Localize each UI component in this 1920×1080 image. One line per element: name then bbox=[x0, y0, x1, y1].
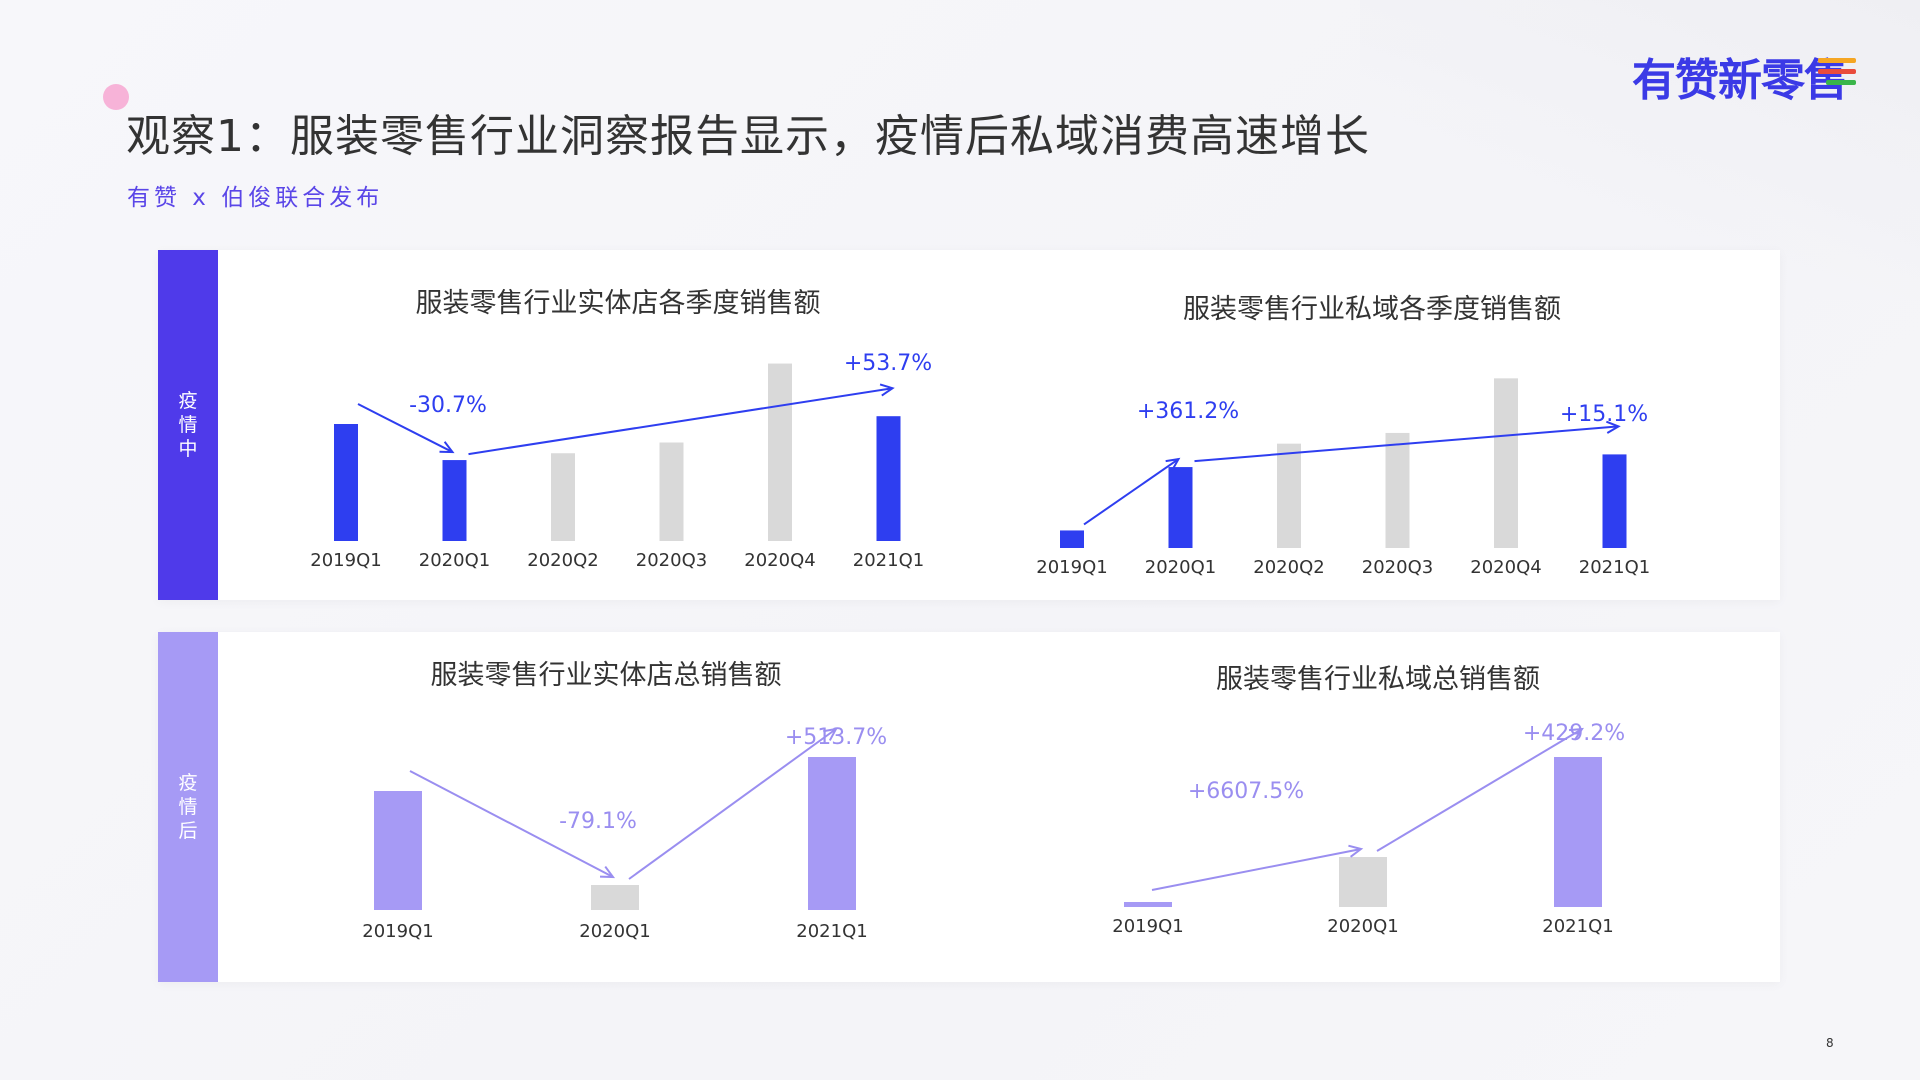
logo-bars bbox=[1818, 58, 1860, 91]
x-tick-label: 2020Q4 bbox=[744, 550, 815, 571]
growth-annotation: +53.7% bbox=[844, 351, 932, 376]
x-tick-label: 2019Q1 bbox=[362, 921, 433, 942]
x-tick-label: 2020Q1 bbox=[1327, 916, 1398, 937]
chart-bar bbox=[1554, 757, 1602, 907]
chart-bar bbox=[1385, 432, 1410, 548]
chart-bar bbox=[591, 885, 639, 910]
chart-bar bbox=[1124, 902, 1172, 907]
chart-bar bbox=[1494, 378, 1518, 548]
section-tab-after: 疫 情 后 bbox=[158, 632, 218, 982]
chart-bar bbox=[1060, 530, 1084, 548]
logo-bar bbox=[1818, 58, 1856, 63]
chart-title: 服装零售行业私域各季度销售额 bbox=[1183, 294, 1561, 325]
chart-title: 服装零售行业私域总销售额 bbox=[1216, 664, 1540, 695]
trend-arrow bbox=[1376, 728, 1583, 852]
trend-arrow-head bbox=[1606, 420, 1621, 434]
x-tick-label: 2020Q1 bbox=[419, 550, 490, 571]
section-tab-char: 情 bbox=[178, 414, 198, 436]
chart-bar bbox=[1339, 857, 1387, 907]
logo-bar bbox=[1826, 80, 1856, 85]
x-tick-label: 2020Q2 bbox=[1253, 557, 1324, 578]
chart-title: 服装零售行业实体店各季度销售额 bbox=[416, 288, 821, 319]
logo-text: 有赞新零售 bbox=[1632, 55, 1848, 106]
trend-arrow bbox=[409, 770, 614, 878]
x-tick-label: 2021Q1 bbox=[853, 550, 924, 571]
trend-arrow-head bbox=[823, 727, 838, 741]
section-tab-char: 疫 bbox=[178, 772, 198, 794]
trend-arrow bbox=[468, 387, 893, 456]
x-tick-label: 2021Q1 bbox=[1579, 557, 1650, 578]
chart-bar bbox=[442, 460, 467, 541]
panel-after-pandemic: 疫 情 后 服装零售行业实体店总销售额 2019Q1 2020Q1 2021Q1 -79… bbox=[158, 632, 1780, 982]
growth-annotation: +361.2% bbox=[1137, 399, 1239, 424]
x-tick-label: 2020Q2 bbox=[527, 550, 598, 571]
growth-annotation: +6607.5% bbox=[1188, 779, 1304, 804]
trend-arrow bbox=[628, 728, 837, 880]
page-title: 观察1：服装零售行业洞察报告显示，疫情后私域消费高速增长 bbox=[126, 111, 1370, 162]
section-tab-during: 疫 情 中 bbox=[158, 250, 218, 600]
charts-after-pandemic: 服装零售行业实体店总销售额 2019Q1 2020Q1 2021Q1 -79.1% +51… bbox=[362, 660, 1625, 942]
x-tick-label: 2020Q3 bbox=[636, 550, 707, 571]
trend-arrow bbox=[1083, 458, 1180, 526]
page-number: 8 bbox=[1826, 1036, 1834, 1050]
x-tick-label: 2020Q1 bbox=[1145, 557, 1216, 578]
x-tick-label: 2019Q1 bbox=[1036, 557, 1107, 578]
trend-arrow bbox=[1151, 848, 1362, 891]
logo-bar bbox=[1818, 69, 1856, 74]
trend-arrow bbox=[1194, 425, 1619, 463]
x-tick-label: 2019Q1 bbox=[1112, 916, 1183, 937]
charts-during-pandemic: 服装零售行业实体店各季度销售额 2019Q1 2020Q1 2020Q2 2020Q3 2… bbox=[310, 288, 1650, 578]
trend-arrow-head bbox=[1568, 727, 1584, 741]
x-tick-label: 2020Q3 bbox=[1362, 557, 1433, 578]
growth-annotation: -30.7% bbox=[409, 393, 487, 418]
chart-bar bbox=[768, 363, 792, 541]
chart-bar bbox=[1277, 443, 1301, 548]
chart-bar bbox=[1602, 454, 1627, 548]
x-tick-label: 2020Q4 bbox=[1470, 557, 1541, 578]
section-tab-char: 中 bbox=[178, 438, 198, 460]
trend-arrow bbox=[357, 403, 453, 453]
panel-during-pandemic: 疫 情 中 服装零售行业实体店各季度销售额 2019Q1 2020Q1 2020Q2 2… bbox=[158, 250, 1780, 600]
section-tab-char: 情 bbox=[178, 796, 198, 818]
x-tick-label: 2019Q1 bbox=[310, 550, 381, 571]
decorative-dot bbox=[103, 84, 129, 110]
chart-bar bbox=[551, 453, 575, 541]
chart-bar bbox=[334, 424, 358, 541]
x-tick-label: 2021Q1 bbox=[1542, 916, 1613, 937]
trend-arrow-head bbox=[439, 441, 455, 454]
chart-title: 服装零售行业实体店总销售额 bbox=[431, 660, 782, 691]
x-tick-label: 2021Q1 bbox=[796, 921, 867, 942]
trend-arrow-head bbox=[879, 383, 895, 397]
growth-annotation: -79.1% bbox=[559, 809, 637, 834]
page-subtitle: 有赞 x 伯俊联合发布 bbox=[127, 185, 384, 211]
growth-annotation: +513.7% bbox=[785, 725, 887, 750]
growth-annotation: +429.2% bbox=[1523, 721, 1625, 746]
section-tab-char: 疫 bbox=[178, 390, 198, 412]
trend-arrow-head bbox=[1348, 844, 1364, 858]
x-tick-label: 2020Q1 bbox=[579, 921, 650, 942]
brand-logo: 有赞新零售 bbox=[1632, 44, 1872, 106]
chart-bar bbox=[374, 791, 422, 910]
chart-bar bbox=[876, 416, 901, 541]
chart-bar bbox=[1168, 467, 1193, 548]
trend-arrow-head bbox=[1165, 457, 1181, 471]
chart-bar bbox=[659, 442, 684, 541]
chart-bar bbox=[808, 757, 856, 910]
trend-arrow-head bbox=[599, 865, 616, 879]
section-tab-char: 后 bbox=[178, 820, 198, 842]
growth-annotation: +15.1% bbox=[1560, 402, 1648, 427]
